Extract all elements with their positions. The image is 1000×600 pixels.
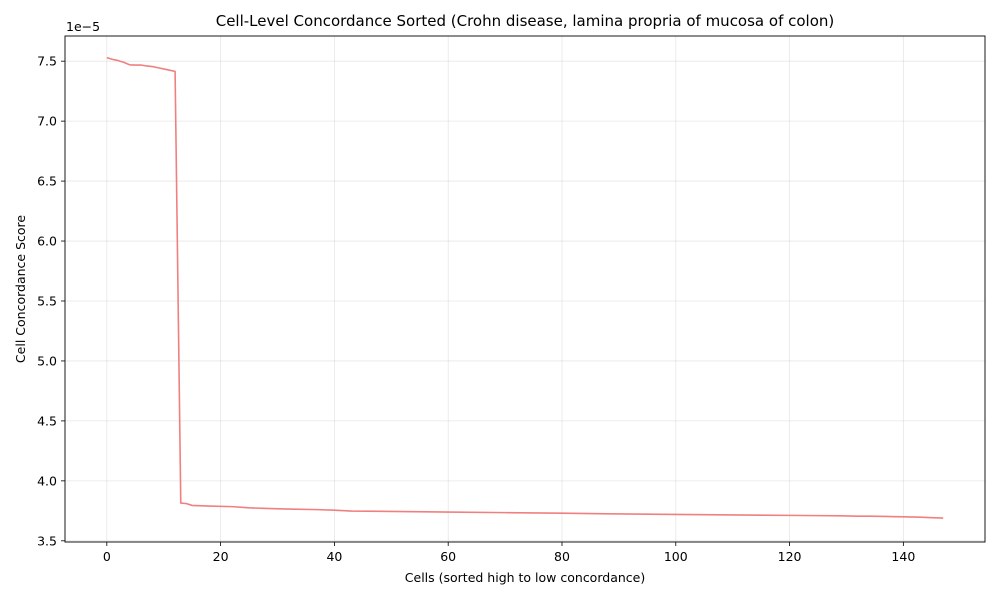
y-tick-label: 7.5: [37, 54, 57, 69]
series: [106, 56, 944, 519]
x-axis: 0 20 40 60 80 100 120 140: [103, 542, 915, 564]
y-axis: 3.5 4.0 4.5 5.0 5.5 6.0 6.5 7.0 7.5: [37, 54, 65, 548]
concordance-line: [106, 56, 944, 519]
chart-title: Cell-Level Concordance Sorted (Crohn dis…: [216, 12, 835, 30]
x-axis-label: Cells (sorted high to low concordance): [405, 570, 645, 585]
x-tick-label: 60: [440, 549, 456, 564]
grid: [65, 36, 985, 542]
y-tick-label: 4.0: [37, 473, 57, 488]
x-tick-label: 140: [891, 549, 915, 564]
x-tick-label: 80: [554, 549, 570, 564]
y-tick-label: 3.5: [37, 533, 57, 548]
x-tick-label: 0: [103, 549, 111, 564]
x-tick-label: 100: [664, 549, 688, 564]
y-tick-label: 4.5: [37, 413, 57, 428]
x-tick-label: 20: [213, 549, 229, 564]
y-tick-label: 6.5: [37, 174, 57, 189]
y-tick-label: 5.5: [37, 293, 57, 308]
y-tick-label: 6.0: [37, 234, 57, 249]
y-tick-label: 7.0: [37, 114, 57, 129]
y-tick-label: 5.0: [37, 353, 57, 368]
x-tick-label: 40: [326, 549, 342, 564]
y-axis-label: Cell Concordance Score: [13, 215, 28, 363]
plot-frame: [64, 35, 986, 543]
y-offset-label: 1e−5: [66, 19, 100, 34]
x-tick-label: 120: [778, 549, 802, 564]
